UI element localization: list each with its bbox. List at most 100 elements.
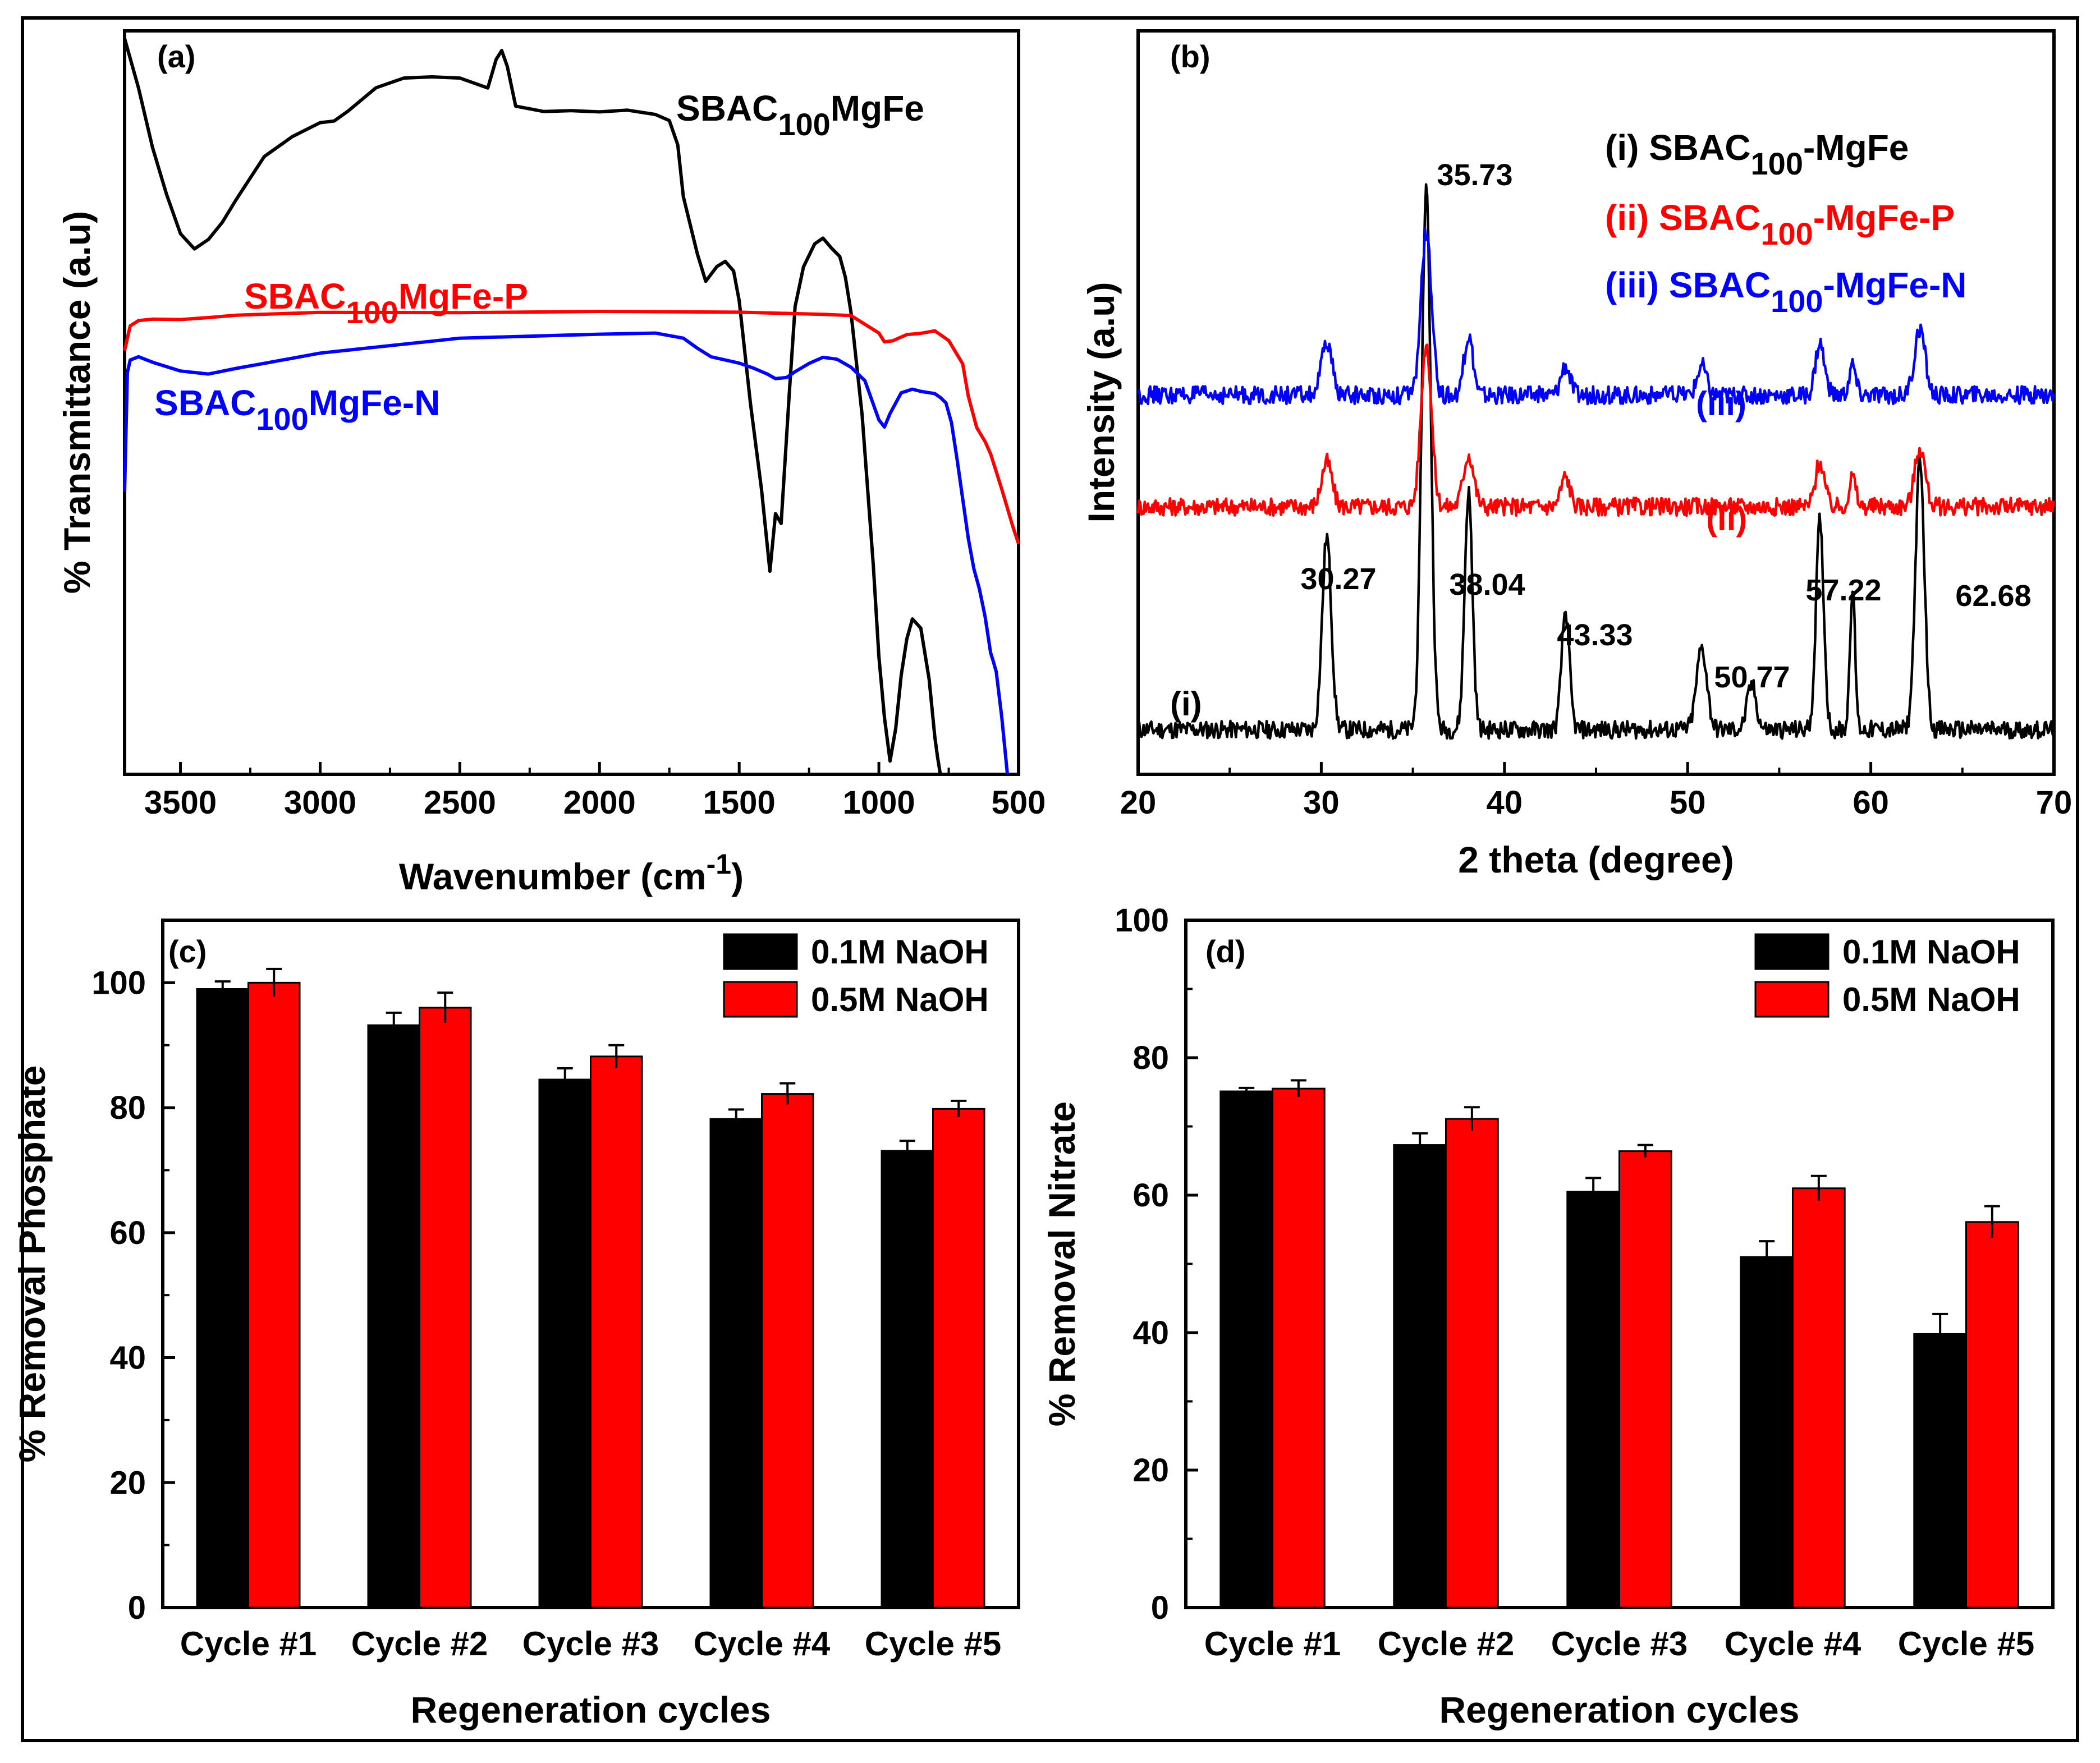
ftir-series-label-end: MgFe-N bbox=[309, 383, 441, 423]
ftir-series-line bbox=[123, 38, 942, 775]
xrd-legend-prefix: (ii) SBAC bbox=[1605, 198, 1760, 238]
x-axis-label: Regeneration cycles bbox=[411, 1689, 771, 1730]
xrd-peak-label: 38.04 bbox=[1449, 568, 1525, 602]
panel-label: (a) bbox=[157, 39, 195, 74]
xrd-legend-sub: 100 bbox=[1751, 146, 1803, 181]
legend-swatch bbox=[1754, 981, 1830, 1018]
xrd-peak-label: 30.27 bbox=[1300, 562, 1376, 596]
x-tick-label: 60 bbox=[1853, 784, 1889, 821]
x-tick-label: Cycle #3 bbox=[1551, 1625, 1688, 1663]
bar bbox=[1618, 1150, 1672, 1609]
ftir-series-label: SBAC100MgFe-N bbox=[154, 383, 440, 437]
panel-b-xrd-chart: 20 30 40 50 60 70 (i) (ii) (iii) 35.73 30.27 38.04 4… bbox=[1080, 29, 2073, 880]
x-tick-label: 1500 bbox=[703, 784, 776, 821]
bar bbox=[1740, 1256, 1794, 1609]
x-axis-label: Wavenumber (cm-1) bbox=[399, 848, 744, 897]
x-tick-label: Cycle #3 bbox=[522, 1625, 659, 1663]
x-tick-label: Cycle #4 bbox=[1725, 1625, 1861, 1663]
y-tick-label: 100 bbox=[1115, 902, 1169, 939]
x-tick-label: 30 bbox=[1303, 784, 1340, 821]
y-tick-label: 60 bbox=[1132, 1177, 1169, 1214]
legend-label: 0.1M NaOH bbox=[811, 933, 989, 971]
legend-swatch bbox=[1754, 933, 1830, 970]
x-tick-label: 3500 bbox=[144, 784, 217, 821]
y-axis-label: % Removal Nitrate bbox=[1041, 1101, 1083, 1427]
xrd-series-tag: (iii) bbox=[1696, 385, 1746, 423]
xrd-legend-prefix: (iii) SBAC bbox=[1605, 265, 1771, 305]
y-tick-label: 40 bbox=[1132, 1315, 1169, 1351]
x-tick-label: 2500 bbox=[424, 784, 496, 821]
xrd-legend-sub: 100 bbox=[1760, 216, 1813, 251]
x-axis-label-end: ) bbox=[731, 856, 744, 897]
ftir-series-line bbox=[123, 310, 1020, 545]
xrd-peak-label: 50.77 bbox=[1714, 660, 1790, 694]
x-tick-label: 40 bbox=[1487, 784, 1523, 821]
bar bbox=[1792, 1187, 1846, 1609]
bar bbox=[538, 1078, 592, 1609]
bar bbox=[419, 1007, 472, 1609]
x-tick-label: 70 bbox=[2036, 784, 2073, 821]
xrd-peak-label: 62.68 bbox=[1955, 579, 2031, 613]
ftir-series-label-sub: 100 bbox=[256, 401, 308, 437]
x-tick-label: 50 bbox=[1670, 784, 1706, 821]
bar bbox=[1566, 1191, 1621, 1609]
x-tick-label: 3000 bbox=[284, 784, 356, 821]
ftir-series-label: SBAC100MgFe-P bbox=[244, 276, 528, 330]
panel-label: (d) bbox=[1205, 934, 1246, 969]
bar bbox=[196, 988, 249, 1609]
legend-label: 0.1M NaOH bbox=[1842, 933, 2020, 971]
x-axis-label: Regeneration cycles bbox=[1439, 1689, 1800, 1730]
xrd-legend-suffix: -MgFe-P bbox=[1813, 198, 1955, 238]
bar bbox=[1445, 1118, 1499, 1609]
y-tick-label: 100 bbox=[91, 965, 146, 1001]
x-tick-label: Cycle #5 bbox=[865, 1625, 1002, 1663]
bar bbox=[247, 981, 301, 1609]
x-tick-label: 20 bbox=[1120, 784, 1157, 821]
bar bbox=[1272, 1087, 1326, 1609]
ftir-series-label: SBAC100MgFe bbox=[676, 88, 924, 142]
legend-label: 0.5M NaOH bbox=[1842, 981, 2020, 1018]
panel-label: (c) bbox=[168, 934, 207, 969]
y-tick-label: 20 bbox=[109, 1464, 146, 1501]
ftir-series-label-main: SBAC bbox=[154, 383, 256, 423]
legend-swatch bbox=[723, 933, 798, 970]
x-tick-label: Cycle #1 bbox=[1204, 1625, 1341, 1663]
y-tick-label: 40 bbox=[109, 1340, 146, 1376]
y-tick-label: 80 bbox=[109, 1090, 146, 1126]
bar bbox=[1965, 1221, 2019, 1609]
bar bbox=[932, 1108, 985, 1609]
y-axis-label: % Removal Phosphate bbox=[11, 1066, 53, 1463]
ftir-series-label-end: MgFe bbox=[831, 88, 924, 128]
x-tick-label: Cycle #2 bbox=[1378, 1625, 1515, 1663]
bar bbox=[367, 1024, 420, 1609]
xrd-series-tag: (i) bbox=[1170, 685, 1202, 723]
ftir-series-label-sub: 100 bbox=[778, 107, 830, 142]
panel-c-phosphate-bar-chart: 0 20 40 60 80 100 Cycle #1 Cycle #2 Cycle #3 Cycl… bbox=[11, 919, 1020, 1730]
x-axis-label-main: Wavenumber (cm bbox=[399, 856, 707, 897]
xrd-legend-suffix: -MgFe-N bbox=[1823, 265, 1967, 305]
y-tick-label: 80 bbox=[1132, 1040, 1169, 1076]
panel-d-nitrate-bar-chart: 0 20 40 60 80 100 Cycle #1 Cycle #2 Cycle #3 Cycl… bbox=[1041, 902, 2055, 1730]
bar bbox=[1913, 1333, 1968, 1609]
bar bbox=[881, 1150, 934, 1609]
bar bbox=[1219, 1090, 1274, 1609]
x-tick-label: 2000 bbox=[563, 784, 636, 821]
xrd-peak-label: 43.33 bbox=[1557, 618, 1633, 652]
xrd-peak-label: 35.73 bbox=[1437, 158, 1512, 192]
xrd-legend-suffix: -MgFe bbox=[1803, 127, 1909, 168]
x-tick-label: 1000 bbox=[843, 784, 915, 821]
panel-label: (b) bbox=[1170, 39, 1211, 74]
xrd-pattern-line bbox=[1136, 343, 2055, 517]
xrd-pattern-line bbox=[1136, 183, 2055, 740]
x-axis-label: 2 theta (degree) bbox=[1458, 839, 1734, 880]
ftir-series-label-main: SBAC bbox=[676, 88, 778, 128]
y-tick-label: 0 bbox=[1151, 1590, 1169, 1626]
x-tick-label: 500 bbox=[992, 784, 1046, 821]
xrd-legend-prefix: (i) SBAC bbox=[1605, 127, 1751, 168]
xrd-peak-label: 57.22 bbox=[1805, 573, 1881, 607]
plot-frame bbox=[123, 29, 1020, 776]
ftir-series-label-end: MgFe-P bbox=[398, 276, 528, 316]
x-tick-label: Cycle #1 bbox=[180, 1625, 317, 1663]
y-axis-label: Intensity (a.u) bbox=[1080, 282, 1122, 522]
